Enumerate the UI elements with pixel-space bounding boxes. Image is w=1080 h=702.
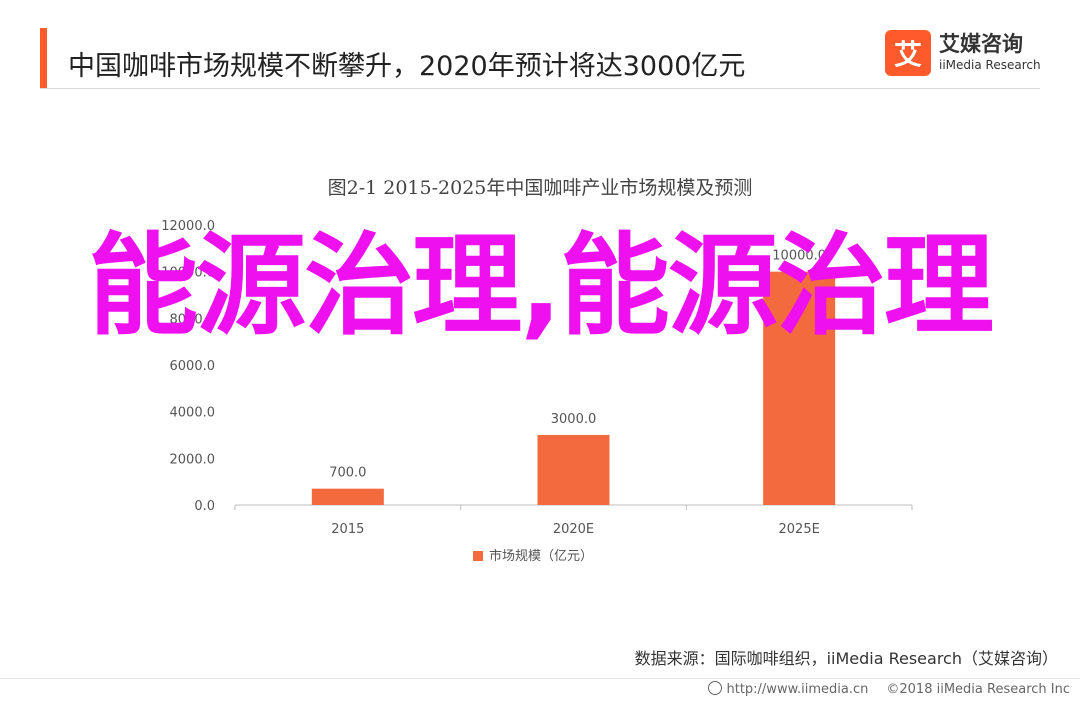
data-label: 700.0 bbox=[329, 466, 366, 481]
iimedia-logo: 艾 艾媒咨询 iiMedia Research bbox=[885, 28, 1060, 82]
chart-title: 图2-1 2015-2025年中国咖啡产业市场规模及预测 bbox=[327, 177, 753, 199]
title-accent-bar bbox=[40, 28, 47, 88]
logo-mark-icon: 艾 bbox=[885, 30, 931, 76]
bar bbox=[763, 271, 836, 505]
x-tick-label: 2025E bbox=[779, 522, 820, 537]
legend-swatch bbox=[473, 551, 483, 561]
x-tick-label: 2015 bbox=[331, 522, 364, 537]
page-title: 中国咖啡市场规模不断攀升，2020年预计将达3000亿元 bbox=[68, 51, 746, 82]
footer-divider bbox=[0, 678, 1080, 679]
data-label: 10000.0 bbox=[772, 249, 826, 264]
y-tick-label: 4000.0 bbox=[170, 406, 216, 421]
globe-icon bbox=[708, 681, 723, 695]
bar bbox=[537, 435, 610, 505]
footer-copyright: ©2018 iiMedia Research Inc bbox=[886, 681, 1070, 697]
logo-english-name: iiMedia Research bbox=[939, 58, 1041, 72]
y-tick-label: 0.0 bbox=[194, 499, 215, 514]
y-tick-label: 2000.0 bbox=[170, 452, 216, 467]
y-tick-label: 8000.0 bbox=[170, 312, 216, 327]
bar bbox=[311, 488, 384, 505]
legend-label: 市场规模（亿元） bbox=[489, 548, 593, 564]
y-tick-label: 12000.0 bbox=[161, 219, 215, 234]
x-tick-label: 2020E bbox=[553, 522, 594, 537]
y-tick-label: 6000.0 bbox=[170, 359, 216, 374]
data-label: 3000.0 bbox=[551, 412, 597, 427]
logo-chinese-name: 艾媒咨询 bbox=[939, 32, 1023, 56]
footer-url-block: http://www.iimedia.cn bbox=[708, 681, 868, 697]
y-tick-label: 10000.0 bbox=[161, 266, 215, 281]
footer: http://www.iimedia.cn ©2018 iiMedia Rese… bbox=[708, 681, 1070, 697]
title-bar: 中国咖啡市场规模不断攀升，2020年预计将达3000亿元 bbox=[40, 28, 1040, 89]
footer-url[interactable]: http://www.iimedia.cn bbox=[726, 682, 869, 697]
data-source-note: 数据来源：国际咖啡组织，iiMedia Research（艾媒咨询） bbox=[634, 649, 1058, 668]
